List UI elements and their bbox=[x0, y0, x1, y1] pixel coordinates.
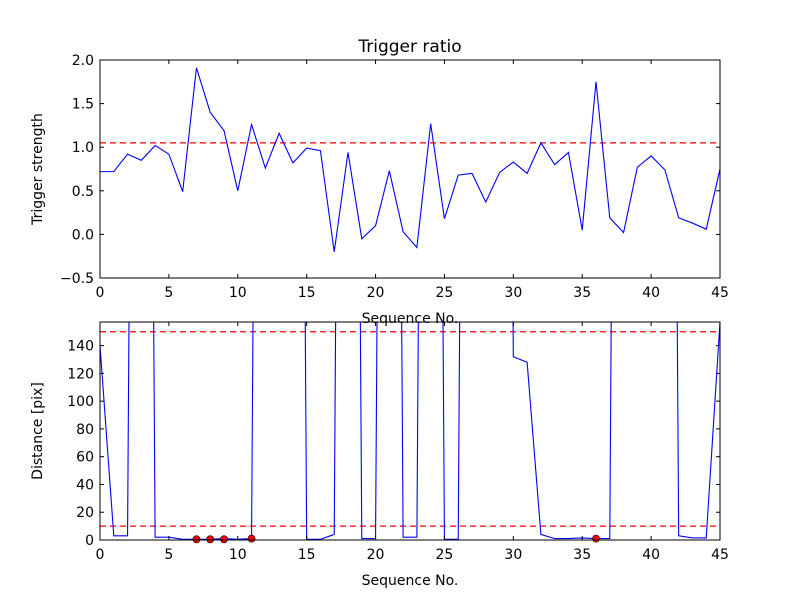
trigger-xtick-label-8: 40 bbox=[642, 285, 660, 301]
distance-xtick-label-5: 25 bbox=[436, 547, 454, 563]
trigger-xtick-label-2: 10 bbox=[229, 285, 247, 301]
trigger-xtick-label-5: 25 bbox=[436, 285, 454, 301]
trigger-ytick-label-3: 1.0 bbox=[72, 140, 94, 156]
trigger-chart-title: Trigger ratio bbox=[357, 37, 461, 57]
trigger-plot-area bbox=[100, 67, 720, 252]
distance-ytick-label-4: 80 bbox=[76, 422, 94, 438]
distance-xtick-label-4: 20 bbox=[367, 547, 385, 563]
trigger-xtick-label-0: 0 bbox=[96, 285, 105, 301]
trigger-xtick-label-7: 35 bbox=[573, 285, 591, 301]
distance-ytick-label-6: 120 bbox=[67, 366, 94, 382]
distance-axes-frame bbox=[99, 321, 721, 541]
distance-x-axis-label: Sequence No. bbox=[362, 573, 459, 589]
distance-xtick-label-8: 40 bbox=[642, 547, 660, 563]
trigger-xtick-label-9: 45 bbox=[711, 285, 729, 301]
distance-marker-point-2 bbox=[220, 535, 228, 544]
distance-series-line-0 bbox=[100, 322, 720, 540]
distance-xtick-label-9: 45 bbox=[711, 547, 729, 563]
distance-ytick-label-7: 140 bbox=[67, 339, 94, 355]
distance-xtick-label-0: 0 bbox=[96, 547, 105, 563]
distance-ytick-label-0: 0 bbox=[85, 533, 94, 549]
trigger-xtick-label-1: 5 bbox=[164, 285, 173, 301]
trigger-ytick-label-5: 2.0 bbox=[72, 53, 94, 69]
distance-marker-point-3 bbox=[247, 534, 256, 543]
trigger-ytick-label-4: 1.5 bbox=[72, 97, 94, 113]
distance-xtick-label-7: 35 bbox=[573, 547, 591, 563]
distance-xtick-label-1: 5 bbox=[164, 547, 173, 563]
trigger-ytick-label-2: 0.5 bbox=[72, 184, 94, 200]
distance-y-axis-label: Distance [pix] bbox=[30, 382, 46, 480]
distance-marker-point-4 bbox=[592, 534, 600, 543]
distance-xtick-label-3: 15 bbox=[298, 547, 316, 563]
trigger-ytick-label-0: −0.5 bbox=[60, 271, 94, 287]
distance-marker-point-1 bbox=[206, 535, 215, 544]
trigger-ytick-label-1: 0.0 bbox=[72, 227, 94, 243]
distance-ytick-label-2: 40 bbox=[76, 477, 94, 493]
trigger-xtick-label-4: 20 bbox=[367, 285, 385, 301]
trigger-x-axis-label: Sequence No. bbox=[362, 311, 459, 327]
distance-panel: 0 5 10 15 20 25 30 35 40 45 0 20 40 60 80 100 120 140 Sequ… bbox=[30, 321, 729, 589]
trigger-xtick-label-6: 30 bbox=[504, 285, 522, 301]
distance-plot-area bbox=[100, 322, 720, 540]
trigger-y-axis-label: Trigger strength bbox=[30, 113, 46, 226]
trigger-series-line-0 bbox=[100, 67, 720, 252]
trigger-axes-frame bbox=[99, 59, 721, 279]
distance-ytick-label-3: 60 bbox=[76, 450, 94, 466]
distance-xtick-label-6: 30 bbox=[504, 547, 522, 563]
distance-ytick-label-5: 100 bbox=[67, 394, 94, 410]
distance-ytick-label-1: 20 bbox=[76, 505, 94, 521]
distance-xtick-label-2: 10 bbox=[229, 547, 247, 563]
trigger-xtick-label-3: 15 bbox=[298, 285, 316, 301]
distance-marker-point-0 bbox=[192, 535, 201, 544]
trigger-ratio-panel: 0 5 10 15 20 25 30 35 40 45 −0.5 0.0 0.5 1.0 1.5 2.0 Tri… bbox=[30, 37, 729, 327]
